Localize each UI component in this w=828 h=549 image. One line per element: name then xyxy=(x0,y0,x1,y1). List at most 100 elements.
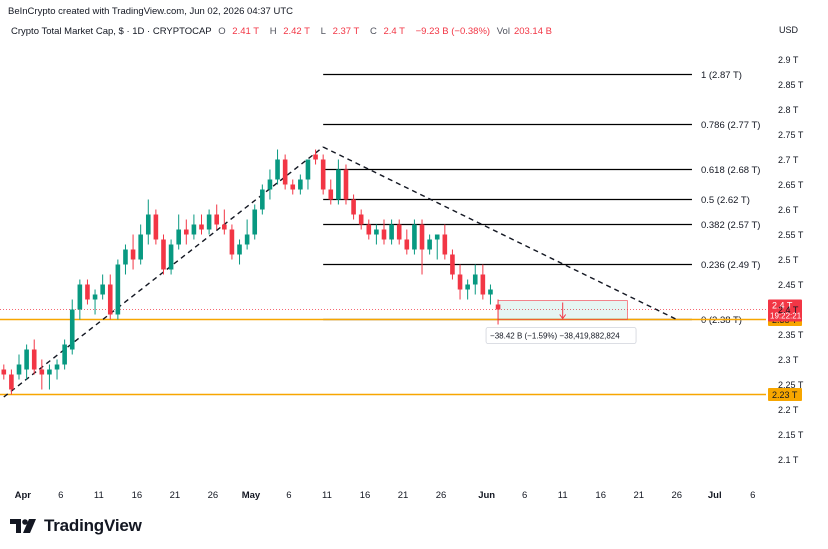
y-tick-label: 2.15 T xyxy=(778,430,804,440)
last-price-label: 2.4 T xyxy=(772,301,793,311)
currency-label: USD xyxy=(779,25,799,35)
candle-down xyxy=(450,254,455,275)
candle-down xyxy=(290,184,296,190)
measure-label-box xyxy=(485,327,637,344)
candle-up xyxy=(138,234,143,260)
tradingview-logo[interactable]: TradingView xyxy=(10,516,142,536)
candle-up xyxy=(298,179,303,190)
candle-up xyxy=(100,284,105,295)
fib-label: 0 (2.38 T) xyxy=(701,315,742,326)
candle-up xyxy=(244,234,250,245)
y-tick-label: 2.85 T xyxy=(778,80,804,90)
candle-down xyxy=(351,199,356,215)
fib-label: 0.236 (2.49 T) xyxy=(701,260,761,271)
candle-down xyxy=(495,304,501,310)
x-tick-label: 11 xyxy=(94,490,104,501)
candle-up xyxy=(92,294,98,300)
candle-up xyxy=(267,179,273,190)
x-tick-label: 6 xyxy=(58,490,63,501)
y-tick-label: 2.35 T xyxy=(778,330,804,340)
candle-up xyxy=(275,159,280,180)
measure-label: −38.42 B (−1.59%) −38,419,882,824 xyxy=(490,332,620,341)
candle-up xyxy=(260,189,265,210)
last-price-tag xyxy=(768,299,802,322)
x-tick-label: 16 xyxy=(360,490,371,501)
candle-up xyxy=(427,239,432,250)
ohlc-low: L 2.37 T xyxy=(320,26,360,37)
candle-down xyxy=(183,229,189,235)
symbol-line: Crypto Total Market Cap, $ · 1D · CRYPTO… xyxy=(11,26,560,37)
fib-label: 1 (2.87 T) xyxy=(701,70,742,81)
candle-up xyxy=(176,229,181,245)
candle-up xyxy=(488,289,493,295)
candle-up xyxy=(54,364,60,370)
y-tick-label: 2.65 T xyxy=(778,180,804,190)
candle-up xyxy=(168,244,174,270)
candle-down xyxy=(313,154,318,160)
y-tick-label: 2.1 T xyxy=(778,455,799,465)
candle-down xyxy=(9,374,14,390)
price-range-measure: −38.42 B (−1.59%) −38,419,882,824 xyxy=(485,300,637,344)
candle-down xyxy=(282,159,288,185)
candle-down xyxy=(343,169,349,200)
support-levels: 2.38 T2.23 T2.4 T19:22:21 xyxy=(0,299,802,401)
candle-down xyxy=(199,224,204,230)
x-tick-label: 26 xyxy=(208,490,219,501)
candle-down xyxy=(161,239,166,270)
candle-up xyxy=(115,264,121,315)
x-tick-label: 21 xyxy=(398,490,409,501)
y-tick-label: 2.3 T xyxy=(778,355,799,365)
candle-down xyxy=(1,369,7,375)
x-tick-label: 16 xyxy=(595,490,606,501)
candle-down xyxy=(130,249,136,260)
candle-down xyxy=(358,214,364,225)
candle-up xyxy=(24,349,29,370)
ohlc-close: C 2.4 T xyxy=(369,26,405,37)
time-axis: Apr 6 11 16 21 26 May 6 11 16 21 26 Jun 6 11 16 21 26 Jul 6 xyxy=(15,490,756,501)
support-tag-label: 2.23 T xyxy=(772,390,798,400)
bar-countdown: 19:22:21 xyxy=(770,312,802,321)
x-tick-label: 6 xyxy=(286,490,291,501)
y-tick-label: 2.45 T xyxy=(778,280,804,290)
y-tick-label: 2.4 T xyxy=(778,305,799,315)
candle-down xyxy=(85,284,90,300)
candle-up xyxy=(434,234,440,240)
candle-up xyxy=(389,224,394,240)
measure-arrow-head xyxy=(559,314,567,320)
candle-up xyxy=(69,309,75,350)
candle-down xyxy=(31,349,37,370)
y-tick-label: 2.8 T xyxy=(778,105,799,115)
support-price-tag xyxy=(768,388,802,401)
candle-up xyxy=(191,224,197,235)
candle-down xyxy=(442,234,448,255)
candle-up xyxy=(62,344,67,365)
candle-down xyxy=(214,214,220,225)
chart-credit: BeInCrypto created with TradingView.com,… xyxy=(8,6,293,17)
candle-down xyxy=(381,229,387,240)
x-tick-label: 26 xyxy=(436,490,447,501)
x-tick-label: 11 xyxy=(322,490,332,501)
symbol-name[interactable]: Crypto Total Market Cap, $ · 1D · CRYPTO… xyxy=(11,26,212,37)
candle-down xyxy=(320,159,326,190)
price-axis: 2.1 T 2.15 T 2.2 T 2.25 T 2.3 T 2.35 T 2.4 T 2.… xyxy=(778,25,804,465)
candle-down xyxy=(396,224,402,240)
x-tick-label: 11 xyxy=(558,490,568,501)
y-tick-label: 2.2 T xyxy=(778,405,799,415)
candle-up xyxy=(47,369,52,375)
price-change: −9.23 B (−0.38%) xyxy=(415,26,491,37)
ohlc-high: H 2.42 T xyxy=(269,26,310,37)
candle-down xyxy=(222,224,227,230)
x-tick-label: Jul xyxy=(708,490,722,501)
y-tick-label: 2.9 T xyxy=(778,55,799,65)
candle-up xyxy=(412,224,417,250)
x-tick-label: Apr xyxy=(15,490,32,501)
candle-up xyxy=(77,284,83,310)
candle-up xyxy=(465,284,470,290)
candle-down xyxy=(107,284,113,315)
y-tick-label: 2.25 T xyxy=(778,380,804,390)
fib-label: 0.5 (2.62 T) xyxy=(701,195,750,206)
x-tick-label: 6 xyxy=(522,490,527,501)
candle-down xyxy=(328,189,334,200)
candle-up xyxy=(305,159,311,180)
